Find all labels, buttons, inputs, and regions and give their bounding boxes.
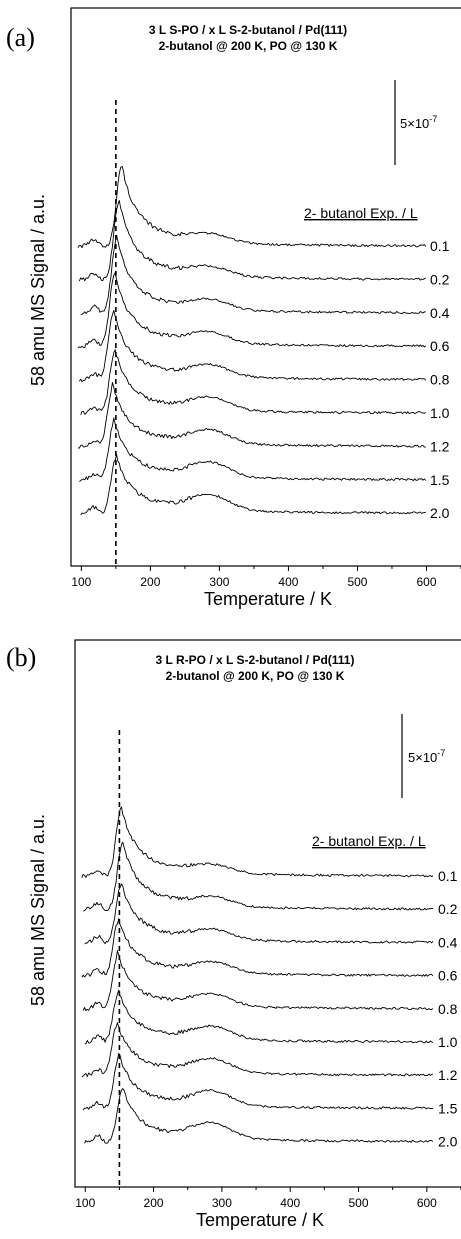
legend-title: 2- butanol Exp. / L [304, 205, 418, 221]
chart-subtitle: 2-butanol @ 200 K, PO @ 130 K [159, 39, 338, 53]
series-group [81, 806, 434, 1144]
series-label: 2.0 [430, 505, 450, 521]
series-label: 1.5 [430, 472, 450, 488]
x-tick-label: 400 [280, 1196, 300, 1210]
series-trace [77, 165, 427, 249]
series-trace [79, 417, 427, 482]
series-trace [84, 1088, 434, 1144]
x-axis: 100 200 300 400 500 600 [71, 566, 461, 589]
tpd-panel-a: (a) 3 L S-PO / x L S-2-butanol / Pd(111)… [0, 0, 461, 619]
x-tick-label: 400 [278, 575, 298, 589]
chart-title: 3 L S-PO / x L S-2-butanol / Pd(111) [149, 23, 347, 37]
series-label: 1.5 [438, 1100, 458, 1116]
x-axis-label: Temperature / K [196, 1210, 324, 1230]
x-tick-label: 600 [417, 1196, 437, 1210]
series-label: 0.4 [430, 305, 450, 321]
chart-title: 3 L R-PO / x L S-2-butanol / Pd(111) [156, 653, 355, 667]
x-axis: 100 200 300 400 500 600 [75, 1187, 461, 1210]
tpd-chart-a: (a) 3 L S-PO / x L S-2-butanol / Pd(111)… [6, 7, 461, 609]
tpd-panel-b: (b) 3 L R-PO / x L S-2-butanol / Pd(111)… [0, 620, 461, 1239]
series-trace [80, 349, 427, 415]
x-tick-label: 500 [349, 1196, 369, 1210]
series-label: 0.2 [438, 901, 458, 917]
x-axis-label: Temperature / K [204, 589, 332, 609]
series-trace [78, 309, 427, 382]
series-label: 0.8 [430, 372, 450, 388]
plot-frame [70, 7, 461, 567]
x-tick-label: 300 [212, 1196, 232, 1210]
series-label-group: 0.1 0.2 0.4 0.6 0.8 1.0 1.2 1.5 2.0 [430, 238, 450, 521]
series-label: 0.6 [430, 338, 450, 354]
series-trace [77, 272, 427, 349]
series-label: 0.1 [430, 238, 450, 254]
series-label: 0.6 [438, 968, 458, 984]
plot-frame [74, 639, 461, 1188]
series-trace [84, 883, 434, 945]
x-tick-label: 100 [75, 1196, 95, 1210]
x-tick-label: 500 [347, 575, 367, 589]
series-label: 2.0 [438, 1134, 458, 1150]
panel-letter: (b) [6, 643, 36, 672]
panel-letter: (a) [6, 23, 35, 52]
tpd-chart-b: (b) 3 L R-PO / x L S-2-butanol / Pd(111)… [6, 639, 461, 1230]
series-label: 0.1 [438, 868, 458, 884]
series-label: 0.2 [430, 271, 450, 287]
series-trace [83, 841, 434, 912]
series-trace [82, 949, 434, 1012]
series-label: 1.2 [430, 438, 450, 454]
series-label-group: 0.1 0.2 0.4 0.6 0.8 1.0 1.2 1.5 2.0 [438, 868, 458, 1150]
series-label: 1.2 [438, 1067, 458, 1083]
x-tick-label: 600 [416, 575, 436, 589]
series-group [77, 165, 427, 516]
series-trace [81, 1022, 434, 1078]
series-label: 0.8 [438, 1001, 458, 1017]
series-trace [81, 918, 434, 978]
series-trace [78, 199, 426, 282]
x-tick-label: 200 [140, 575, 160, 589]
series-label: 0.4 [438, 934, 458, 950]
series-trace [80, 454, 426, 516]
scale-bar-label: 5×10-7 [408, 748, 445, 765]
series-label: 1.0 [430, 405, 450, 421]
chart-subtitle: 2-butanol @ 200 K, PO @ 130 K [166, 669, 345, 683]
series-label: 1.0 [438, 1034, 458, 1050]
series-trace [80, 234, 426, 315]
series-trace [77, 381, 426, 449]
x-tick-label: 300 [209, 575, 229, 589]
y-axis-label: 58 amu MS Signal / a.u. [28, 814, 48, 1006]
legend-title: 2- butanol Exp. / L [312, 833, 426, 849]
series-trace [84, 989, 434, 1045]
scale-bar-label: 5×10-7 [400, 114, 437, 131]
x-tick-label: 200 [144, 1196, 164, 1210]
series-trace [82, 1052, 434, 1111]
y-axis-label: 58 amu MS Signal / a.u. [28, 194, 48, 386]
x-tick-label: 100 [71, 575, 91, 589]
series-trace [81, 806, 434, 878]
